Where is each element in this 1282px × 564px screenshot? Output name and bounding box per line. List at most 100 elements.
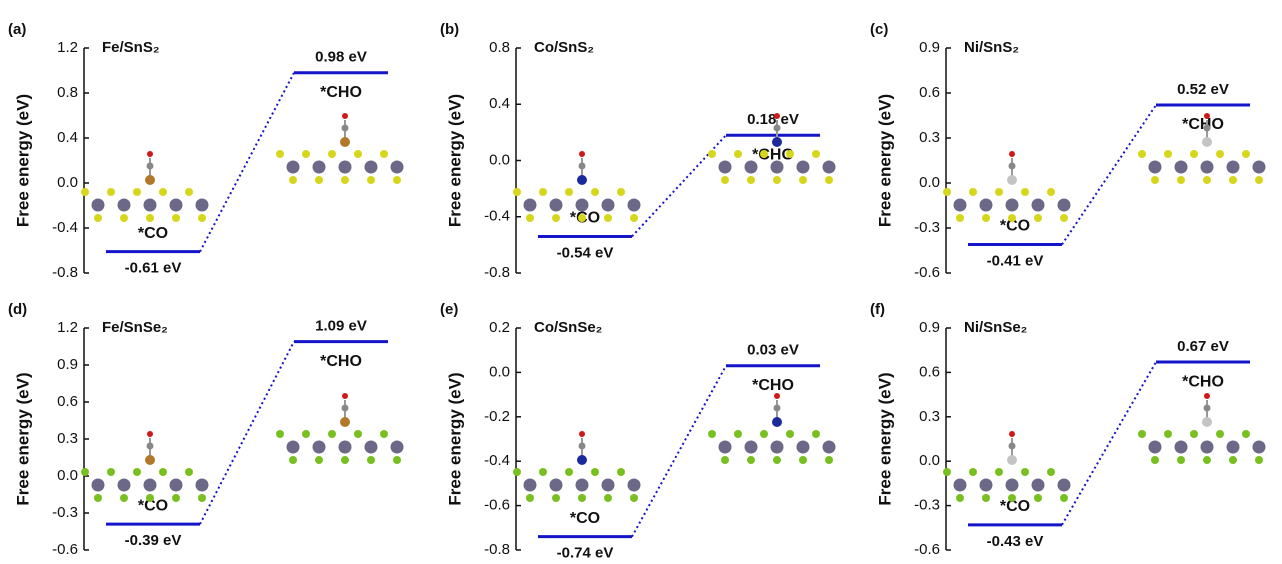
y-tick-label: 0.9 <box>919 39 940 56</box>
atom <box>982 214 990 222</box>
state-label: *CHO <box>1182 116 1224 133</box>
atom <box>117 478 131 492</box>
panel: (f) Ni/SnSe₂ Free energy (eV) 0.9 0.6 0.3 0.0 -… <box>870 301 1266 558</box>
atom <box>577 175 587 185</box>
atom <box>1148 160 1162 174</box>
value-label: -0.39 eV <box>125 532 182 549</box>
atom <box>172 214 180 222</box>
atom <box>328 150 336 158</box>
atom <box>772 137 782 147</box>
atom <box>1203 456 1211 464</box>
atom <box>1148 440 1162 454</box>
atom <box>1047 468 1055 476</box>
state-label: *CO <box>138 225 168 242</box>
atom <box>799 176 807 184</box>
atom <box>1203 404 1211 412</box>
atom <box>367 456 375 464</box>
state-label: *CO <box>138 497 168 514</box>
value-label: 0.18 eV <box>747 111 799 128</box>
atom <box>1177 176 1185 184</box>
atom <box>721 456 729 464</box>
atom <box>523 478 537 492</box>
atom <box>1177 456 1185 464</box>
state-label: *CHO <box>752 377 794 394</box>
atom <box>289 176 297 184</box>
atom <box>708 430 716 438</box>
atom <box>185 468 193 476</box>
atom <box>1007 175 1017 185</box>
atom <box>1008 214 1016 222</box>
atom <box>390 160 404 174</box>
atom <box>1060 214 1068 222</box>
atom <box>630 494 638 502</box>
atom <box>380 150 388 158</box>
atom <box>91 478 105 492</box>
connector <box>1061 104 1157 246</box>
atom <box>969 188 977 196</box>
state-label: *CHO <box>320 84 362 101</box>
atom <box>772 417 782 427</box>
y-axis-label: Free energy (eV) <box>13 372 32 505</box>
atom <box>342 393 348 399</box>
atom <box>708 150 716 158</box>
atom <box>1216 150 1224 158</box>
atom <box>953 198 967 212</box>
atom <box>340 137 350 147</box>
atom <box>953 478 967 492</box>
value-label: -0.54 eV <box>557 244 614 261</box>
atom <box>1009 151 1015 157</box>
atom <box>747 176 755 184</box>
atom <box>1151 176 1159 184</box>
atom <box>393 176 401 184</box>
state-label: *CHO <box>1182 373 1224 390</box>
atom <box>286 160 300 174</box>
value-label: -0.61 eV <box>125 260 182 277</box>
atom <box>169 478 183 492</box>
atom <box>1138 430 1146 438</box>
atom <box>604 494 612 502</box>
atom <box>145 175 155 185</box>
atom <box>577 455 587 465</box>
atom <box>338 160 352 174</box>
y-tick-label: 0.9 <box>57 356 78 373</box>
atom <box>1174 440 1188 454</box>
atom <box>354 150 362 158</box>
atom <box>1203 176 1211 184</box>
atom <box>315 456 323 464</box>
atom <box>393 456 401 464</box>
atom <box>1229 456 1237 464</box>
atom <box>1034 214 1042 222</box>
atom <box>526 494 534 502</box>
atom <box>718 440 732 454</box>
atom <box>539 188 547 196</box>
y-tick-label: -0.3 <box>52 504 78 521</box>
atom <box>956 494 964 502</box>
y-tick-label: 0.8 <box>489 39 510 56</box>
atom <box>143 478 157 492</box>
atom <box>195 198 209 212</box>
atom <box>312 160 326 174</box>
y-tick-label: 0.8 <box>57 84 78 101</box>
atom <box>1229 176 1237 184</box>
y-tick-label: -0.6 <box>484 497 510 514</box>
atom <box>979 478 993 492</box>
panel-label: (a) <box>8 21 26 38</box>
atom <box>302 150 310 158</box>
atom <box>579 151 585 157</box>
atom <box>147 151 153 157</box>
atom <box>1007 455 1017 465</box>
atom <box>995 188 1003 196</box>
atom <box>159 188 167 196</box>
connector <box>631 365 727 538</box>
atom <box>539 468 547 476</box>
atom <box>718 160 732 174</box>
y-tick-label: 1.2 <box>57 39 78 56</box>
atom <box>549 198 563 212</box>
atom <box>1204 113 1210 119</box>
atom <box>185 188 193 196</box>
atom <box>341 456 349 464</box>
atom <box>198 214 206 222</box>
atom <box>627 198 641 212</box>
value-label: 0.52 eV <box>1177 81 1229 98</box>
atom <box>979 198 993 212</box>
